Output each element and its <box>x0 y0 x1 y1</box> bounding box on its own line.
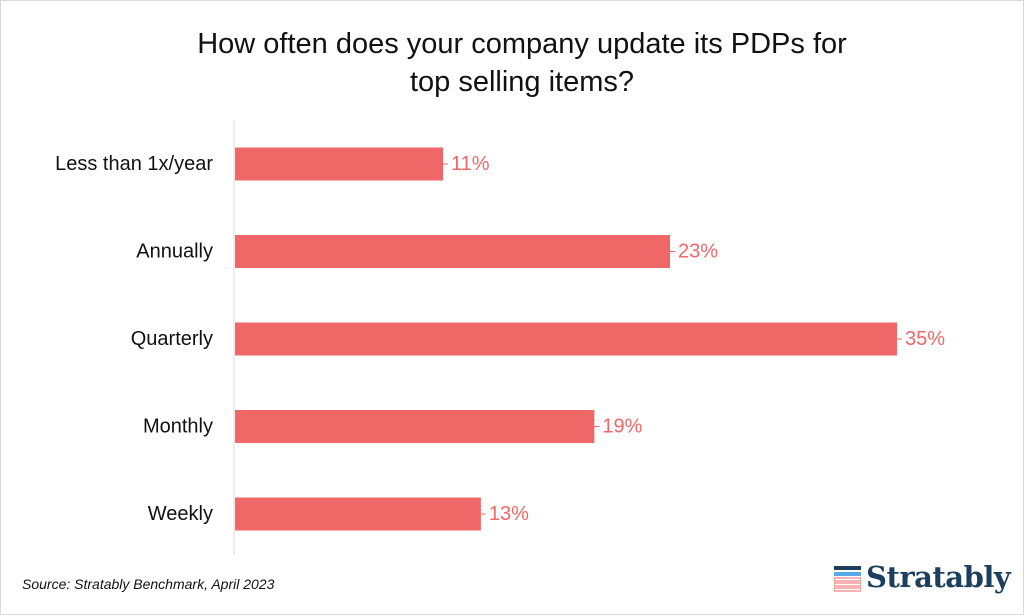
bar <box>235 497 481 531</box>
source-note: Source: Stratably Benchmark, April 2023 <box>22 576 275 592</box>
value-label: 35% <box>905 328 945 350</box>
stratably-logo-text: Stratably <box>866 560 1011 594</box>
value-label: 11% <box>451 153 490 175</box>
stratably-logo: Stratably <box>834 560 1014 600</box>
category-label: Less than 1x/year <box>55 153 213 175</box>
category-label: Weekly <box>148 503 213 525</box>
category-label: Monthly <box>143 416 213 438</box>
bar <box>235 235 671 268</box>
bar <box>235 322 897 356</box>
value-label: 13% <box>489 503 529 525</box>
bar <box>235 147 444 181</box>
stratably-logo-icon <box>834 566 861 592</box>
category-label: Annually <box>136 241 213 263</box>
chart-title-line-2: top selling items? <box>409 66 635 98</box>
value-label: 23% <box>678 241 718 263</box>
category-label: Quarterly <box>131 328 213 350</box>
bar <box>235 410 595 443</box>
chart-title-line-1: How often does your company update its P… <box>197 28 847 60</box>
chart-title: How often does your company update its P… <box>112 25 932 101</box>
value-label: 19% <box>602 416 642 438</box>
